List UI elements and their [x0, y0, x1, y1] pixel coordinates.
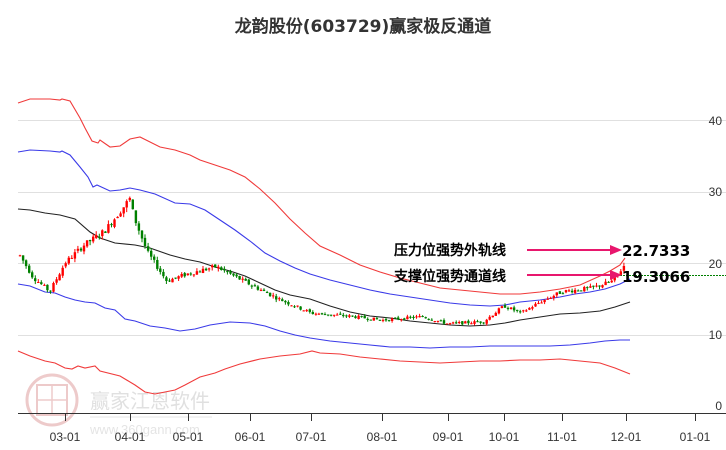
middle-line	[17, 208, 631, 327]
annotation-support-value: 19.3066	[622, 268, 690, 286]
outer-lower-band	[17, 350, 631, 395]
annotation-resistance-value: 22.7333	[622, 242, 690, 260]
x-tick-label: 11-01	[547, 430, 577, 444]
outer-upper-band	[17, 98, 626, 295]
annotation-support-label: 支撑位强势通道线	[393, 268, 506, 285]
watermark-url: www.360gann.com	[89, 422, 200, 437]
y-tick-label: 10	[709, 328, 723, 342]
x-tick-label: 12-01	[611, 430, 642, 444]
chart-title: 龙韵股份(603729)赢家极反通道	[234, 17, 492, 37]
x-tick-label: 06-01	[235, 430, 266, 444]
arrow-right-icon	[610, 245, 622, 255]
watermark: 赢家江恩软件 www.360gann.com	[25, 373, 212, 437]
x-tick-label: 05-01	[173, 430, 204, 444]
inner-lower-band	[17, 283, 630, 349]
candlesticks	[18, 196, 626, 326]
x-tick-label: 03-01	[50, 430, 81, 444]
annotation-support: 支撑位强势通道线 19.3066	[393, 268, 690, 286]
x-tick-label: 09-01	[433, 430, 464, 444]
gridlines	[18, 120, 726, 336]
x-tick-label: 01-01	[680, 430, 711, 444]
y-tick-label: 20	[709, 257, 723, 271]
x-tick-label: 07-01	[296, 430, 327, 444]
x-tick-label: 08-01	[367, 430, 398, 444]
x-tick-label: 10-01	[489, 430, 520, 444]
y-tick-label: 30	[709, 185, 723, 199]
y-tick-label: 40	[709, 114, 723, 128]
annotation-resistance-label: 压力位强势外轨线	[394, 242, 506, 259]
annotation-resistance: 压力位强势外轨线 22.7333	[394, 242, 690, 260]
y-tick-label: 0	[715, 399, 722, 413]
x-axis: 03-01 04-01 05-01 06-01 07-01 08-01 09-0…	[18, 413, 726, 444]
x-tick-label: 04-01	[115, 430, 146, 444]
inner-upper-band	[17, 149, 631, 307]
y-axis: 40 30 20 10 0	[709, 114, 723, 413]
arrow-right-icon	[610, 270, 622, 280]
